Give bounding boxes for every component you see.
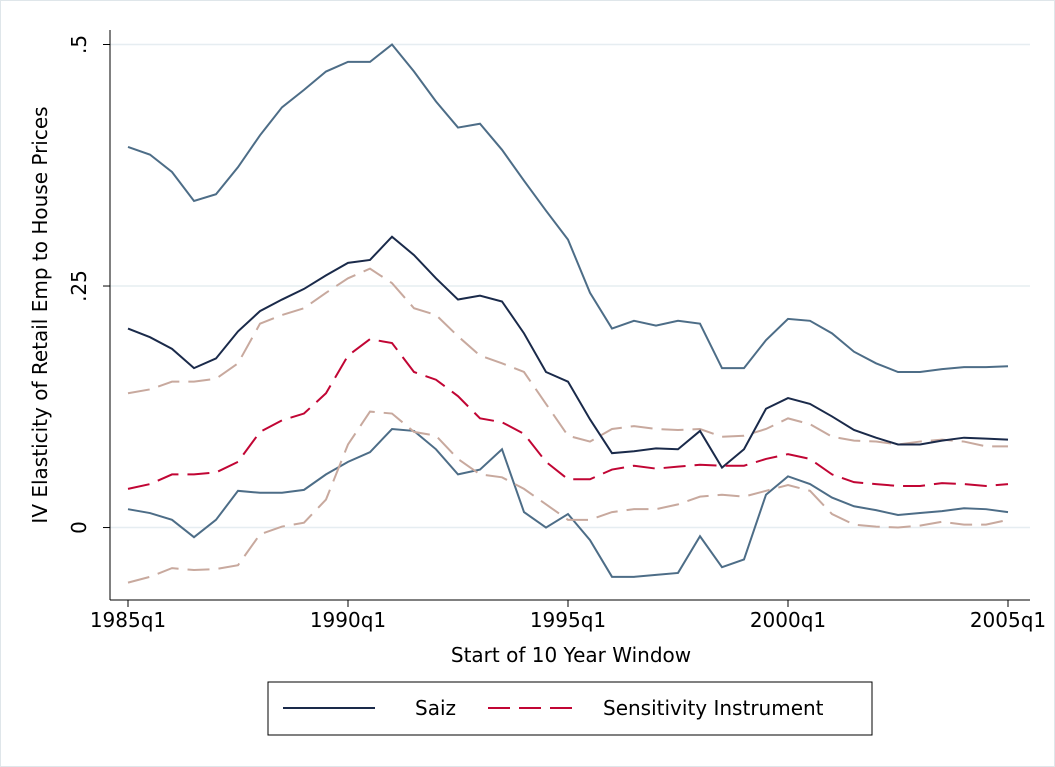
ci-line [127,43,1009,373]
y-tick-label: 0 [67,521,91,534]
x-tick-label: 2005q1 [970,608,1046,632]
x-tick-label: 1990q1 [310,608,386,632]
legend-label: Saiz [415,696,456,720]
legend-label: Sensitivity Instrument [603,696,824,720]
ci-line [127,410,1009,584]
plot-area: 0 .25 .5 1985q1 1990q1 1995q1 2000q1 2005q1 [67,30,1046,632]
legend-items: Saiz Sensitivity Instrument [283,696,824,720]
series-line [127,338,1009,490]
y-tick-label: .5 [67,35,91,54]
x-tick-label: 1985q1 [90,608,166,632]
x-axis-label: Start of 10 Year Window [451,643,691,667]
x-tick-label: 2000q1 [750,608,826,632]
y-tick-label: .25 [67,270,91,302]
x-tick-label: 1995q1 [530,608,606,632]
y-axis-label: IV Elasticity of Retail Emp to House Pri… [28,106,52,523]
ci-line [127,427,1009,578]
series-line [127,235,1009,470]
